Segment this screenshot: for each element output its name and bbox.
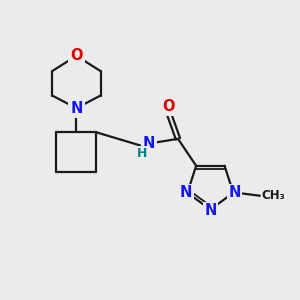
- Text: N: N: [204, 203, 217, 218]
- Text: N: N: [70, 101, 82, 116]
- Text: O: O: [162, 99, 175, 114]
- Text: O: O: [70, 48, 82, 63]
- Text: N: N: [180, 185, 192, 200]
- Text: H: H: [137, 147, 147, 160]
- Text: N: N: [143, 136, 155, 151]
- Text: N: N: [229, 185, 241, 200]
- Text: CH₃: CH₃: [261, 189, 285, 202]
